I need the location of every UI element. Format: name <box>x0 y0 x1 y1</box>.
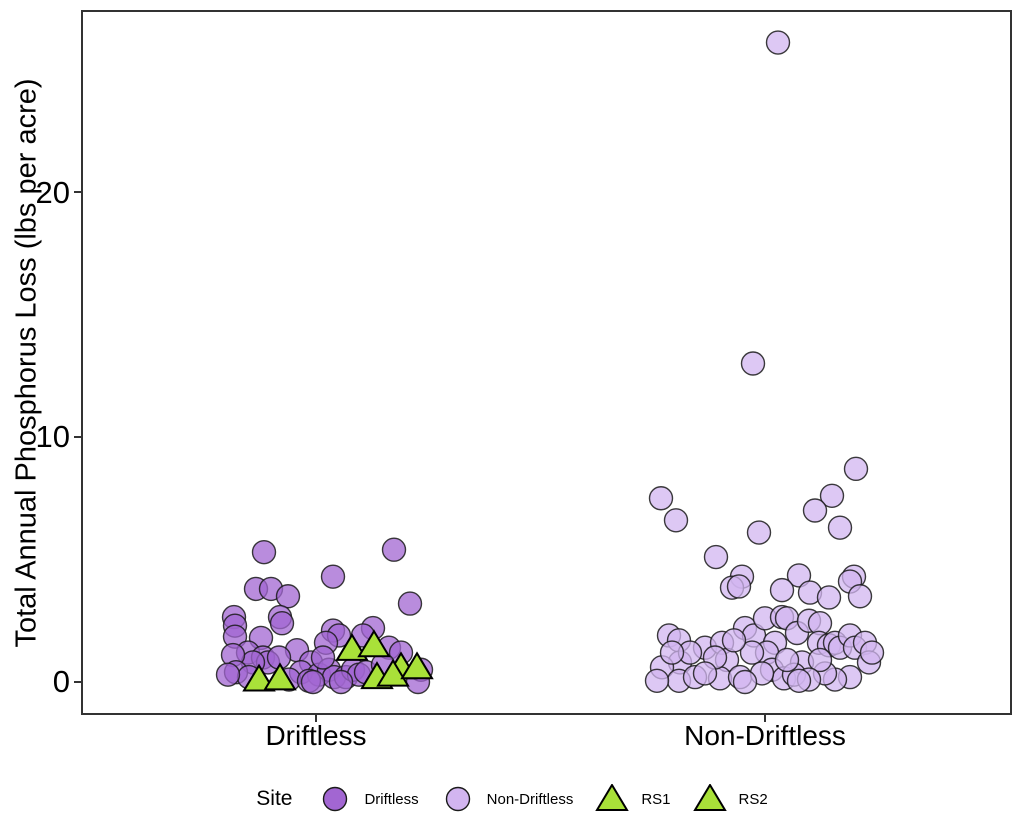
data-point-circle <box>397 591 423 616</box>
data-point-circle <box>802 498 828 523</box>
data-point-circle <box>659 640 685 665</box>
data-point-circle <box>819 483 845 508</box>
data-point-circle <box>774 647 800 673</box>
data-point-circle <box>703 544 729 570</box>
data-point-circle <box>765 30 791 55</box>
data-point-triangle <box>357 629 391 658</box>
y-tick-label-20: 20 <box>35 175 70 210</box>
data-point-triangle <box>263 662 297 691</box>
data-point-circle <box>215 662 241 687</box>
data-point-circle <box>740 351 766 376</box>
driftless-circle-icon <box>323 786 348 812</box>
legend-item-driftless: Driftless <box>318 784 419 814</box>
data-point-circle <box>251 539 277 565</box>
data-point-circle <box>320 564 346 589</box>
data-point-circle <box>786 563 812 588</box>
legend-label-rs2: RS2 <box>738 790 768 808</box>
series-non-driftless <box>644 30 885 695</box>
legend-item-rs1: RS1 <box>595 784 671 814</box>
non-driftless-circle-icon <box>445 786 470 812</box>
data-point-circle <box>726 574 752 599</box>
legend: Site Driftless Non-Driftless RS1 RS2 <box>0 776 1024 822</box>
data-point-circle <box>445 786 470 812</box>
data-point-circle <box>816 585 842 610</box>
data-point-circle <box>847 584 873 609</box>
legend-label-non-driftless: Non-Driftless <box>486 790 574 808</box>
data-point-circle <box>269 611 295 636</box>
data-point-circle <box>663 508 689 533</box>
data-point-circle <box>310 645 336 670</box>
data-point-circle <box>323 786 348 812</box>
data-point-triangle <box>242 663 276 692</box>
y-tick-label-10: 10 <box>35 419 70 454</box>
data-point-circle <box>328 669 354 695</box>
data-point-triangle <box>376 658 410 687</box>
data-point-circle <box>807 647 833 673</box>
legend-item-non-driftless: Non-Driftless <box>441 784 574 814</box>
data-point-circle <box>859 640 885 665</box>
x-category-label-driftless: Driftless <box>265 720 367 751</box>
panel-border <box>81 10 1012 715</box>
x-category-label-non-driftless: Non-Driftless <box>684 720 846 751</box>
data-point-circle <box>786 668 812 693</box>
data-point-triangle <box>400 651 434 680</box>
data-point-circle <box>843 456 869 482</box>
data-point-circle <box>769 577 795 603</box>
data-point-circle <box>739 640 765 665</box>
data-point-circle <box>721 628 747 653</box>
rs1-triangle-icon <box>595 784 630 811</box>
data-point-circle <box>648 486 674 511</box>
data-point-triangle <box>692 784 727 811</box>
data-point-triangle <box>595 784 630 811</box>
legend-label-driftless: Driftless <box>364 790 419 808</box>
legend-item-rs2: RS2 <box>692 784 768 814</box>
data-point-circle <box>746 520 772 545</box>
legend-title: Site <box>256 787 293 810</box>
data-point-circle <box>692 661 718 686</box>
data-point-circle <box>381 537 407 562</box>
y-axis-title: Total Annual Phosphorus Loss (lbs per ac… <box>10 78 43 648</box>
data-point-circle <box>732 669 758 695</box>
data-point-circle <box>827 515 853 540</box>
legend-label-rs1: RS1 <box>641 790 671 808</box>
rs2-triangle-icon <box>692 784 727 811</box>
data-point-circle <box>644 668 670 693</box>
data-point-circle <box>275 584 301 609</box>
y-tick-label-0: 0 <box>52 664 70 699</box>
data-point-circle <box>300 669 326 695</box>
series-rs2 <box>263 629 434 691</box>
